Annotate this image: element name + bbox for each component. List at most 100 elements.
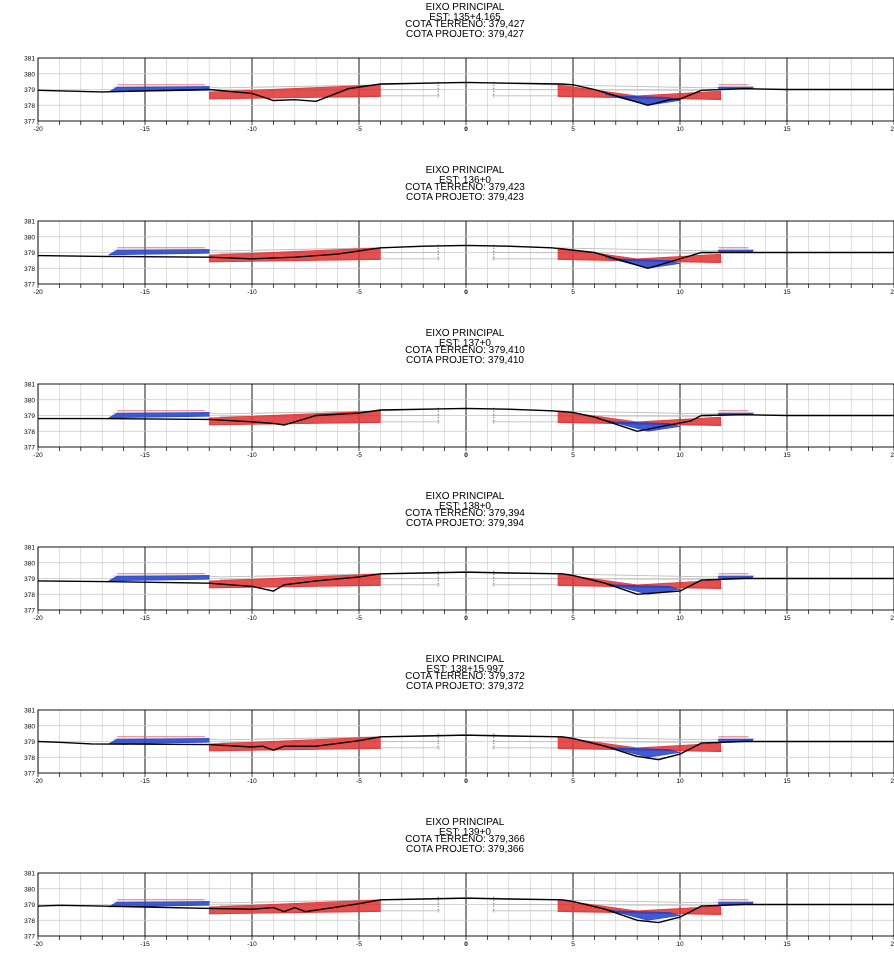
y-tick-label: 378 xyxy=(24,103,35,110)
cut-area xyxy=(557,736,722,753)
y-tick-label: 377 xyxy=(24,934,35,941)
x-tick-label: -5 xyxy=(356,126,362,133)
x-tick-label: 0 xyxy=(464,452,468,459)
cross-section-plot: 381 380 379 378 377-20 -15 -10 -5 0 5 10 15 20 xyxy=(24,708,894,785)
y-tick-label: 380 xyxy=(24,886,35,893)
y-tick-label: 377 xyxy=(24,282,35,289)
y-tick-label: 378 xyxy=(24,755,35,762)
x-tick-label: -20 xyxy=(33,615,43,622)
terrain-line xyxy=(37,734,894,761)
ground-elevation-label: COTA TERRENO: 379,372 xyxy=(405,671,525,682)
y-tick-label: 380 xyxy=(24,723,35,730)
ground-elevation-label: COTA TERRENO: 379,427 xyxy=(405,19,525,30)
x-tick-label: 10 xyxy=(676,289,684,296)
x-tick-label: -5 xyxy=(356,452,362,459)
station-label: EST: 135+4.165 xyxy=(429,12,501,23)
x-tick-label: -5 xyxy=(356,289,362,296)
fill-area xyxy=(108,738,210,745)
y-tick-label: 380 xyxy=(24,71,35,78)
fill-area xyxy=(108,412,210,419)
cut-area xyxy=(208,84,381,100)
axis-label: EIXO PRINCIPAL xyxy=(425,817,505,828)
ground-elevation-label: COTA TERRENO: 379,366 xyxy=(405,834,525,845)
section-title-block: EIXO PRINCIPAL EST: 136+0 COTA TERRENO: 37… xyxy=(0,166,894,203)
y-tick-label: 380 xyxy=(24,234,35,241)
station-label: EST: 136+0 xyxy=(439,175,491,186)
cross-section-plot: 381 380 379 378 377-20 -15 -10 -5 0 5 10 15 20 xyxy=(24,545,894,622)
x-tick-label: 5 xyxy=(571,289,575,296)
x-tick-label: -15 xyxy=(140,615,150,622)
x-tick-label: -15 xyxy=(140,452,150,459)
earthwork-areas xyxy=(108,573,754,595)
x-tick-label: 15 xyxy=(783,452,791,459)
x-tick-label: -15 xyxy=(140,941,150,948)
terrain-line xyxy=(37,81,894,107)
x-tick-label: 5 xyxy=(571,778,575,785)
x-tick-label: 0 xyxy=(464,615,468,622)
y-tick-label: 379 xyxy=(24,413,35,420)
x-tick-label: -10 xyxy=(247,941,257,948)
x-tick-label: 15 xyxy=(783,289,791,296)
design-elevation-label: COTA PROJETO: 379,410 xyxy=(405,355,524,366)
section-title-block: EIXO PRINCIPAL EST: 138+0 COTA TERRENO: 37… xyxy=(0,492,894,529)
x-tick-label: -20 xyxy=(33,289,43,296)
fill-area xyxy=(605,908,681,921)
x-tick-label: 0 xyxy=(464,778,468,785)
x-tick-label: -15 xyxy=(140,778,150,785)
fill-area xyxy=(108,575,210,582)
x-tick-label: -10 xyxy=(247,452,257,459)
terrain-line xyxy=(37,244,894,270)
x-tick-label: -15 xyxy=(140,126,150,133)
x-tick-label: 15 xyxy=(783,615,791,622)
y-tick-label: 381 xyxy=(24,56,35,63)
section-title-block: EIXO PRINCIPAL EST: 135+4.165 COTA TERRENO… xyxy=(0,3,894,40)
x-tick-label: 0 xyxy=(464,126,468,133)
x-tick-label: -10 xyxy=(247,126,257,133)
axis-label: EIXO PRINCIPAL xyxy=(425,654,505,665)
fill-area xyxy=(108,901,210,908)
y-tick-label: 378 xyxy=(24,266,35,273)
x-tick-label: 20 xyxy=(890,941,894,948)
fill-area xyxy=(605,419,681,432)
x-tick-label: -20 xyxy=(33,452,43,459)
y-tick-label: 377 xyxy=(24,445,35,452)
y-tick-label: 378 xyxy=(24,592,35,599)
y-tick-label: 379 xyxy=(24,739,35,746)
cross-section-plot: 381 380 379 378 377-20 -15 -10 -5 0 5 10 15 20 xyxy=(24,219,894,296)
section-title-block: EIXO PRINCIPAL EST: 137+0 COTA TERRENO: 37… xyxy=(0,329,894,366)
x-tick-label: 15 xyxy=(783,778,791,785)
design-elevation-label: COTA PROJETO: 379,372 xyxy=(405,681,524,692)
design-elevation-label: COTA PROJETO: 379,423 xyxy=(405,192,524,203)
x-tick-label: 5 xyxy=(571,615,575,622)
x-tick-label: -5 xyxy=(356,778,362,785)
axis-label: EIXO PRINCIPAL xyxy=(425,2,505,13)
axis-label: EIXO PRINCIPAL xyxy=(425,165,505,176)
x-tick-label: 10 xyxy=(676,126,684,133)
x-tick-label: 20 xyxy=(890,452,894,459)
x-tick-label: 5 xyxy=(571,126,575,133)
ground-elevation-label: COTA TERRENO: 379,423 xyxy=(405,182,525,193)
terrain-line xyxy=(38,407,894,433)
y-tick-label: 380 xyxy=(24,560,35,567)
design-elevation-label: COTA PROJETO: 379,427 xyxy=(405,29,524,40)
x-tick-label: -20 xyxy=(33,126,43,133)
station-label: EST: 138+15.997 xyxy=(426,664,504,675)
x-tick-label: -20 xyxy=(33,941,43,948)
x-tick-label: -10 xyxy=(247,289,257,296)
x-tick-label: 20 xyxy=(890,778,894,785)
x-tick-label: 20 xyxy=(890,615,894,622)
station-label: EST: 138+0 xyxy=(439,501,491,512)
terrain-line xyxy=(37,897,894,924)
x-tick-label: -10 xyxy=(247,615,257,622)
y-tick-label: 379 xyxy=(24,576,35,583)
x-tick-label: 10 xyxy=(676,452,684,459)
x-tick-label: 10 xyxy=(676,615,684,622)
earthwork-areas xyxy=(108,84,754,106)
y-tick-label: 379 xyxy=(24,250,35,257)
y-tick-label: 377 xyxy=(24,771,35,778)
fill-area xyxy=(605,582,681,595)
y-tick-label: 380 xyxy=(24,397,35,404)
y-tick-label: 381 xyxy=(24,545,35,552)
cross-section-plot: 381 380 379 378 377-20 -15 -10 -5 0 5 10 15 20 xyxy=(24,382,894,459)
